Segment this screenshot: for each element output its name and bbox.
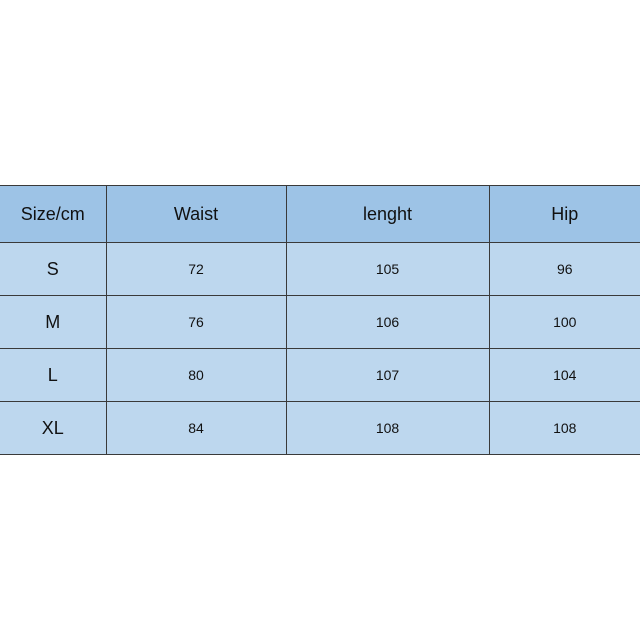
value-cell: 72: [105, 242, 287, 296]
table-row: S 72 105 96: [0, 242, 640, 296]
size-cell: L: [0, 348, 107, 402]
value-cell: 84: [105, 401, 287, 455]
value-cell: 96: [488, 242, 640, 296]
value-cell: 80: [105, 348, 287, 402]
value-cell: 108: [488, 401, 640, 455]
size-table: Size/cm Waist lenght Hip S 72 105 96 M 76 106 100 L 8…: [0, 185, 640, 455]
table-row: L 80 107 104: [0, 348, 640, 402]
value-cell: 105: [285, 242, 490, 296]
header-cell: Hip: [488, 185, 640, 243]
table-row: XL 84 108 108: [0, 401, 640, 455]
size-cell: S: [0, 242, 107, 296]
value-cell: 76: [105, 295, 287, 349]
value-cell: 107: [285, 348, 490, 402]
header-cell: Size/cm: [0, 185, 107, 243]
header-cell: lenght: [285, 185, 490, 243]
value-cell: 104: [488, 348, 640, 402]
size-cell: M: [0, 295, 107, 349]
value-cell: 106: [285, 295, 490, 349]
value-cell: 100: [488, 295, 640, 349]
table-body: Size/cm Waist lenght Hip S 72 105 96 M 76 106 100 L 8…: [0, 185, 640, 455]
size-cell: XL: [0, 401, 107, 455]
table-row: M 76 106 100: [0, 295, 640, 349]
header-row: Size/cm Waist lenght Hip: [0, 185, 640, 243]
value-cell: 108: [285, 401, 490, 455]
header-cell: Waist: [105, 185, 287, 243]
